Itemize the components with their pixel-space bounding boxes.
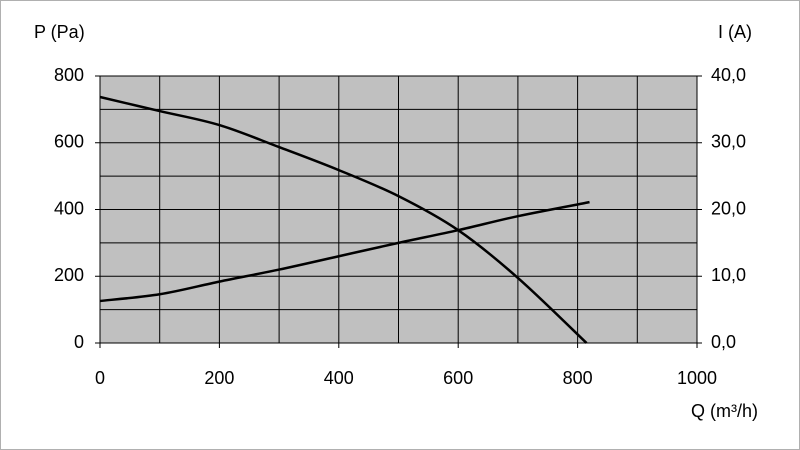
y-tick-label: 800	[54, 65, 84, 85]
y2-tick-label: 0,0	[711, 332, 736, 352]
y2-tick-label: 10,0	[711, 265, 746, 285]
x-tick-label: 800	[563, 368, 593, 388]
x-axis-label: Q (m³/h)	[691, 401, 758, 421]
line-series	[99, 95, 588, 344]
line-series	[99, 200, 590, 303]
x-tick-label: 200	[204, 368, 234, 388]
y-tick-label: 0	[74, 332, 84, 352]
x-tick-label: 400	[324, 368, 354, 388]
x-tick-label: 0	[95, 368, 105, 388]
y2-tick-label: 20,0	[711, 198, 746, 218]
y-tick-label: 200	[54, 265, 84, 285]
y-tick-label: 600	[54, 132, 84, 152]
y-tick-label: 400	[54, 198, 84, 218]
y2-axis-label: I (A)	[718, 22, 752, 42]
y2-tick-label: 40,0	[711, 65, 746, 85]
y2-tick-label: 30,0	[711, 132, 746, 152]
y-axis-label: P (Pa)	[34, 22, 85, 42]
x-tick-label: 1000	[677, 368, 717, 388]
x-tick-label: 600	[443, 368, 473, 388]
